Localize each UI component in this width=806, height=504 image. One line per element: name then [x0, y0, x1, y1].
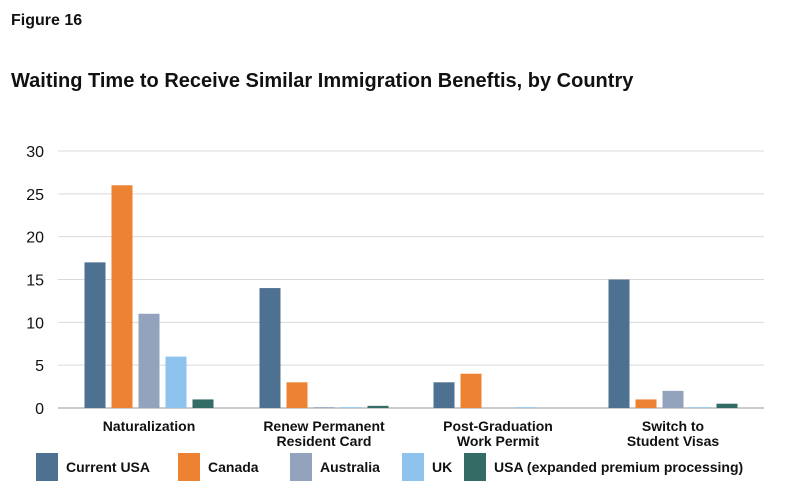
legend-swatch	[464, 453, 486, 481]
legend-label: UK	[432, 459, 453, 475]
legend-label: USA (expanded premium processing)	[494, 459, 744, 475]
legend-label: Current USA	[66, 459, 151, 475]
bar	[138, 313, 160, 408]
legend-item: Australia	[290, 452, 380, 482]
legend-swatch	[178, 453, 200, 481]
legend-swatch	[402, 453, 424, 481]
bar	[608, 279, 630, 408]
bar	[689, 407, 711, 408]
legend-item: USA (expanded premium processing)	[464, 452, 743, 482]
x-tick-label: Student Visas	[627, 433, 720, 449]
chart-title: Waiting Time to Receive Similar Immigrat…	[11, 70, 634, 92]
bar	[192, 399, 214, 408]
x-tick-label: Switch to	[642, 418, 704, 434]
bar	[716, 403, 738, 408]
legend-swatch	[36, 453, 58, 481]
bar	[635, 399, 657, 408]
legend-item: Current USA	[36, 452, 150, 482]
bar	[460, 373, 482, 408]
bar	[367, 405, 389, 408]
x-tick-label: Renew Permanent	[263, 418, 385, 434]
y-tick-label: 30	[26, 144, 44, 161]
y-tick-label: 25	[26, 187, 44, 204]
legend-item: UK	[402, 452, 452, 482]
legend-label: Australia	[320, 459, 380, 475]
x-tick-label: Post-Graduation	[443, 418, 553, 434]
y-tick-label: 10	[26, 315, 44, 332]
bar	[313, 407, 335, 408]
bar	[84, 262, 106, 408]
y-tick-label: 15	[26, 273, 44, 290]
bar	[259, 288, 281, 408]
x-tick-label: Resident Card	[277, 433, 372, 449]
x-tick-label: Naturalization	[103, 418, 196, 434]
y-tick-label: 5	[35, 358, 44, 375]
legend-swatch	[290, 453, 312, 481]
bar	[111, 185, 133, 408]
bar	[165, 356, 187, 408]
chart-legend: Current USA Canada Australia UK USA (expande…	[0, 452, 806, 486]
y-tick-label: 20	[26, 230, 44, 247]
y-tick-label: 0	[35, 401, 44, 418]
legend-item: Canada	[178, 452, 259, 482]
figure-label: Figure 16	[11, 12, 83, 29]
bar	[433, 382, 455, 408]
x-tick-label: Work Permit	[457, 433, 540, 449]
bar	[514, 407, 536, 408]
legend-label: Canada	[208, 459, 259, 475]
bar	[286, 382, 308, 408]
bar	[662, 390, 684, 408]
bar-chart: 0 5 10 15 20 25 30 Naturalization Renew Permanen…	[26, 144, 764, 449]
bar	[340, 407, 362, 408]
